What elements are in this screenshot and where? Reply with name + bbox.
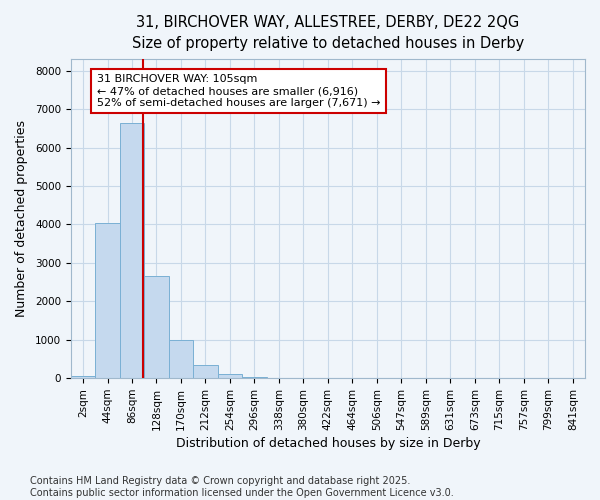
Bar	[218, 374, 242, 378]
Bar	[95, 222, 120, 378]
Bar	[144, 276, 169, 378]
Bar	[242, 377, 266, 378]
Text: Contains HM Land Registry data © Crown copyright and database right 2025.
Contai: Contains HM Land Registry data © Crown c…	[30, 476, 454, 498]
X-axis label: Distribution of detached houses by size in Derby: Distribution of detached houses by size …	[176, 437, 480, 450]
Text: 31 BIRCHOVER WAY: 105sqm
← 47% of detached houses are smaller (6,916)
52% of sem: 31 BIRCHOVER WAY: 105sqm ← 47% of detach…	[97, 74, 380, 108]
Y-axis label: Number of detached properties: Number of detached properties	[15, 120, 28, 317]
Bar	[193, 365, 218, 378]
Bar	[71, 376, 95, 378]
Bar	[169, 340, 193, 378]
Bar	[120, 122, 144, 378]
Title: 31, BIRCHOVER WAY, ALLESTREE, DERBY, DE22 2QG
Size of property relative to detac: 31, BIRCHOVER WAY, ALLESTREE, DERBY, DE2…	[132, 15, 524, 51]
